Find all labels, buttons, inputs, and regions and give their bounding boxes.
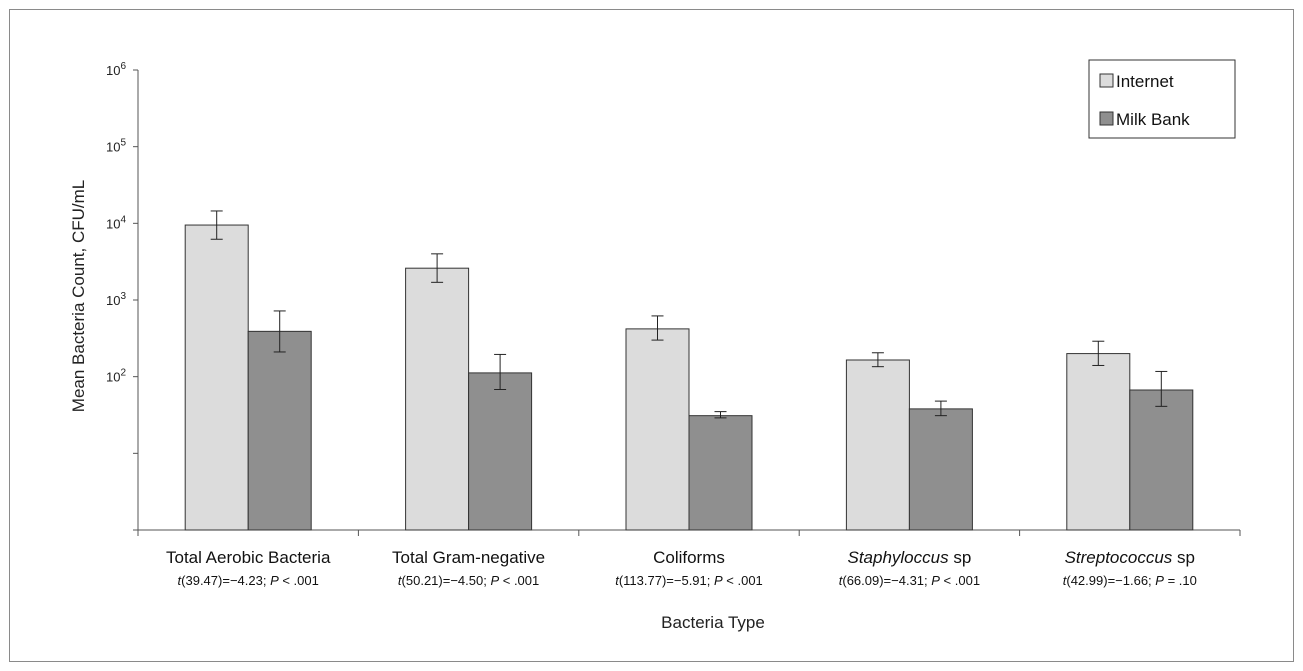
stat-value: (50.21)=−4.50; [402, 573, 491, 588]
category-label: Total Aerobic Bacteria [166, 548, 331, 567]
stat-t: t [398, 573, 403, 588]
y-tick-base: 10 [106, 216, 120, 231]
category-label-text: Total Aerobic Bacteria [166, 548, 331, 567]
bar-milk-bank [1129, 389, 1194, 531]
category-label-text: Coliforms [653, 548, 725, 567]
bar-internet [405, 267, 470, 531]
stat-p: P [270, 573, 279, 588]
y-tick-label: 103 [106, 291, 126, 308]
stat-t: t [1063, 573, 1068, 588]
stat-t: t [839, 573, 844, 588]
bar-milk-bank [688, 415, 753, 531]
category-label-italic: Staphyloccus [847, 548, 949, 567]
y-tick-base: 10 [106, 63, 120, 78]
stat-value: (113.77)=−5.91; [619, 573, 714, 588]
y-tick-exponent: 5 [120, 138, 126, 149]
bar-milk-bank [908, 408, 973, 531]
y-tick-exponent: 2 [120, 368, 126, 379]
y-tick-base: 10 [106, 293, 120, 308]
stat-label: t(39.47)=−4.23; P < .001 [178, 573, 319, 588]
legend: Internet Milk Bank [1088, 59, 1236, 139]
y-tick-label: 104 [106, 214, 126, 231]
stat-value: (66.09)=−4.31; [842, 573, 931, 588]
bar-milk-bank [247, 330, 312, 531]
stat-t: t [178, 573, 183, 588]
legend-swatch-milk-bank [1099, 111, 1114, 126]
bar-internet [184, 224, 249, 531]
bar-internet [625, 328, 690, 531]
y-tick-base: 10 [106, 370, 120, 385]
stat-value: (42.99)=−1.66; [1066, 573, 1155, 588]
y-tick-exponent: 4 [120, 214, 126, 225]
stat-label: t(42.99)=−1.66; P = .10 [1063, 573, 1197, 588]
stat-p: P [931, 573, 940, 588]
category-label-text: sp [1172, 548, 1195, 567]
y-axis-label: Mean Bacteria Count, CFU/mL [69, 180, 88, 412]
stat-p: P [490, 573, 499, 588]
stat-p-value: < .001 [499, 573, 539, 588]
stat-p: P [714, 573, 723, 588]
stat-label: t(113.77)=−5.91; P < .001 [615, 573, 763, 588]
stat-label: t(50.21)=−4.50; P < .001 [398, 573, 539, 588]
category-label: Staphyloccus sp [847, 548, 971, 567]
y-tick-base: 10 [106, 140, 120, 155]
stat-p-value: < .001 [723, 573, 763, 588]
stat-t: t [615, 573, 620, 588]
category-label-text: sp [949, 548, 972, 567]
category-label: Total Gram-negative [392, 548, 545, 567]
y-tick-exponent: 6 [120, 61, 126, 72]
x-axis-label: Bacteria Type [661, 613, 765, 632]
y-tick-label: 105 [106, 138, 126, 155]
stat-label: t(66.09)=−4.31; P < .001 [839, 573, 980, 588]
y-tick-label: 106 [106, 61, 126, 78]
category-label: Streptococcus sp [1065, 548, 1195, 567]
category-label: Coliforms [653, 548, 725, 567]
category-label-italic: Streptococcus [1065, 548, 1173, 567]
y-tick-label: 102 [106, 368, 126, 385]
stat-value: (39.47)=−4.23; [181, 573, 270, 588]
stat-p: P [1155, 573, 1164, 588]
category-label-text: Total Gram-negative [392, 548, 545, 567]
bar-milk-bank [468, 372, 533, 531]
legend-swatch-internet [1099, 73, 1114, 88]
bars-group [184, 210, 1194, 531]
y-tick-exponent: 3 [120, 291, 126, 302]
bar-internet [1066, 353, 1131, 531]
stat-p-value: < .001 [279, 573, 319, 588]
bar-internet [845, 359, 910, 531]
stat-p-value: = .10 [1164, 573, 1197, 588]
legend-label-milk-bank: Milk Bank [1116, 110, 1190, 129]
stat-p-value: < .001 [940, 573, 980, 588]
legend-label-internet: Internet [1116, 72, 1174, 91]
